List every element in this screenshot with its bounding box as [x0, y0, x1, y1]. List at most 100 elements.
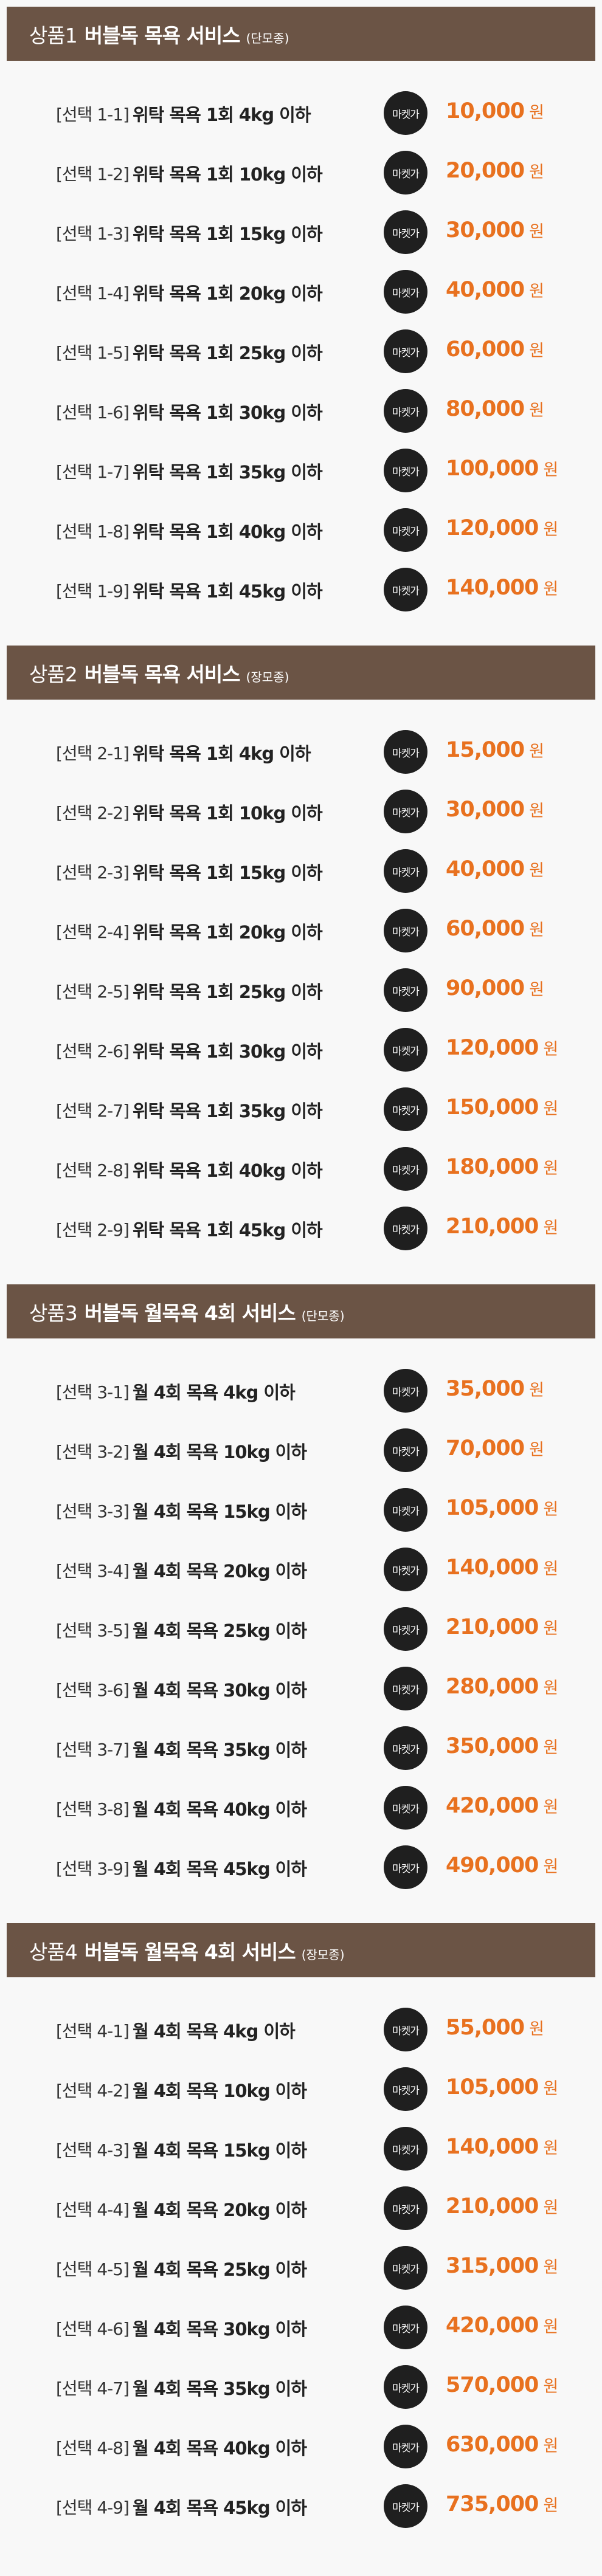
market-price-badge: 마켓가 [384, 1667, 427, 1710]
price-amount: 420,000 [446, 2313, 539, 2338]
option-price: 280,000 원 [446, 1675, 558, 1699]
option-price: 350,000 원 [446, 1734, 558, 1758]
currency-label: 원 [543, 1100, 559, 1118]
option-row: [선택 1-5] 위탁 목욕 1회 25kg 이하 마켓가 60,000 원 [0, 325, 602, 385]
option-price: 630,000 원 [446, 2433, 558, 2457]
option-row: [선택 3-1] 월 4회 목욕 4kg 이하 마켓가 35,000 원 [0, 1365, 602, 1424]
option-row: [선택 3-6] 월 4회 목욕 30kg 이하 마켓가 280,000 원 [0, 1662, 602, 1722]
market-price-badge: 마켓가 [384, 2425, 427, 2468]
option-description: 월 4회 목욕 30kg 이하 [133, 1680, 307, 1701]
option-row: [선택 4-1] 월 4회 목욕 4kg 이하 마켓가 55,000 원 [0, 2003, 602, 2063]
option-description: 위탁 목욕 1회 15kg 이하 [133, 224, 323, 244]
price-amount: 120,000 [446, 1036, 539, 1060]
option-row: [선택 3-9] 월 4회 목욕 45kg 이하 마켓가 490,000 원 [0, 1841, 602, 1901]
option-description: 위탁 목욕 1회 20kg 이하 [133, 922, 323, 943]
option-description: 월 4회 목욕 4kg 이하 [133, 1382, 296, 1403]
option-code: [선택 3-1] [56, 1382, 130, 1402]
currency-label: 원 [529, 980, 544, 999]
price-amount: 420,000 [446, 1794, 539, 1818]
market-price-badge: 마켓가 [384, 210, 427, 254]
currency-label: 원 [543, 2199, 559, 2217]
option-description: 위탁 목욕 1회 15kg 이하 [133, 863, 323, 883]
option-description: 월 4회 목욕 35kg 이하 [133, 2378, 307, 2399]
price-amount: 90,000 [446, 976, 525, 1000]
option-code: [선택 2-4] [56, 922, 130, 942]
currency-label: 원 [529, 163, 544, 182]
option-description: 위탁 목욕 1회 10kg 이하 [133, 803, 323, 824]
option-row: [선택 2-9] 위탁 목욕 1회 45kg 이하 마켓가 210,000 원 [0, 1202, 602, 1262]
market-price-badge: 마켓가 [384, 389, 427, 433]
option-description: 위탁 목욕 1회 4kg 이하 [133, 743, 311, 764]
currency-label: 원 [529, 401, 544, 420]
option-code: [선택 3-3] [56, 1501, 130, 1521]
option-price: 570,000 원 [446, 2373, 558, 2397]
currency-label: 원 [543, 2079, 559, 2098]
currency-label: 원 [529, 222, 544, 241]
price-amount: 120,000 [446, 516, 539, 540]
market-price-badge: 마켓가 [384, 849, 427, 893]
market-price-badge: 마켓가 [384, 1369, 427, 1413]
product-sections: 상품1 버블독 목욕 서비스 (단모종) [선택 1-1] 위탁 목욕 1회 4… [0, 7, 602, 2562]
option-description: 월 4회 목욕 30kg 이하 [133, 2319, 307, 2340]
option-row: [선택 4-3] 월 4회 목욕 15kg 이하 마켓가 140,000 원 [0, 2123, 602, 2182]
price-amount: 60,000 [446, 337, 525, 362]
currency-label: 원 [543, 1858, 559, 1876]
option-row: [선택 4-6] 월 4회 목욕 30kg 이하 마켓가 420,000 원 [0, 2301, 602, 2361]
currency-label: 원 [543, 2318, 559, 2337]
product-subtitle: (단모종) [246, 31, 289, 46]
option-description: 월 4회 목욕 35kg 이하 [133, 1740, 307, 1760]
option-description: 위탁 목욕 1회 30kg 이하 [133, 1041, 323, 1062]
currency-label: 원 [543, 2377, 559, 2396]
option-price: 180,000 원 [446, 1155, 558, 1179]
option-code: [선택 4-2] [56, 2081, 130, 2101]
price-amount: 140,000 [446, 2135, 539, 2159]
currency-label: 원 [543, 1219, 559, 1238]
option-row: [선택 1-4] 위탁 목욕 1회 20kg 이하 마켓가 40,000 원 [0, 266, 602, 325]
option-code: [선택 3-7] [56, 1740, 130, 1760]
option-price: 35,000 원 [446, 1377, 544, 1401]
option-code: [선택 3-2] [56, 1442, 130, 1462]
price-amount: 140,000 [446, 1555, 539, 1580]
option-description: 월 4회 목욕 20kg 이하 [133, 1561, 307, 1582]
option-row: [선택 4-7] 월 4회 목욕 35kg 이하 마켓가 570,000 원 [0, 2361, 602, 2420]
option-price: 490,000 원 [446, 1853, 558, 1878]
option-code: [선택 1-4] [56, 283, 130, 303]
market-price-badge: 마켓가 [384, 968, 427, 1012]
market-price-badge: 마켓가 [384, 2484, 427, 2528]
price-amount: 55,000 [446, 2016, 525, 2040]
market-price-badge: 마켓가 [384, 449, 427, 492]
currency-label: 원 [543, 2258, 559, 2277]
option-code: [선택 2-8] [56, 1160, 130, 1180]
currency-label: 원 [543, 1798, 559, 1817]
price-amount: 100,000 [446, 456, 539, 481]
section-header: 상품2 버블독 목욕 서비스 (장모종) [7, 646, 595, 700]
option-price: 150,000 원 [446, 1095, 558, 1120]
product-section: 상품4 버블독 월목욕 4회 서비스 (장모종) [선택 4-1] 월 4회 목… [0, 1923, 602, 2562]
market-price-badge: 마켓가 [384, 909, 427, 952]
option-description: 위탁 목욕 1회 25kg 이하 [133, 982, 323, 1002]
option-price: 140,000 원 [446, 1555, 558, 1580]
market-price-badge: 마켓가 [384, 2008, 427, 2051]
currency-label: 원 [543, 1738, 559, 1757]
currency-label: 원 [529, 1381, 544, 1400]
option-code: [선택 2-6] [56, 1041, 130, 1061]
market-price-badge: 마켓가 [384, 1087, 427, 1131]
price-amount: 210,000 [446, 1615, 539, 1639]
option-code: [선택 4-8] [56, 2438, 130, 2458]
price-amount: 140,000 [446, 576, 539, 600]
currency-label: 원 [529, 742, 544, 761]
option-price: 210,000 원 [446, 1615, 558, 1639]
option-code: [선택 1-3] [56, 224, 130, 244]
option-price: 70,000 원 [446, 1436, 544, 1461]
market-price-badge: 마켓가 [384, 1028, 427, 1072]
currency-label: 원 [543, 520, 559, 539]
option-code: [선택 2-3] [56, 863, 130, 883]
section-header: 상품1 버블독 목욕 서비스 (단모종) [7, 7, 595, 61]
price-amount: 180,000 [446, 1155, 539, 1179]
option-price: 100,000 원 [446, 456, 558, 481]
currency-label: 원 [543, 1159, 559, 1178]
option-description: 월 4회 목욕 10kg 이하 [133, 2081, 307, 2101]
product-title: 버블독 월목욕 4회 서비스 [84, 1940, 296, 1964]
market-price-badge: 마켓가 [384, 1786, 427, 1830]
